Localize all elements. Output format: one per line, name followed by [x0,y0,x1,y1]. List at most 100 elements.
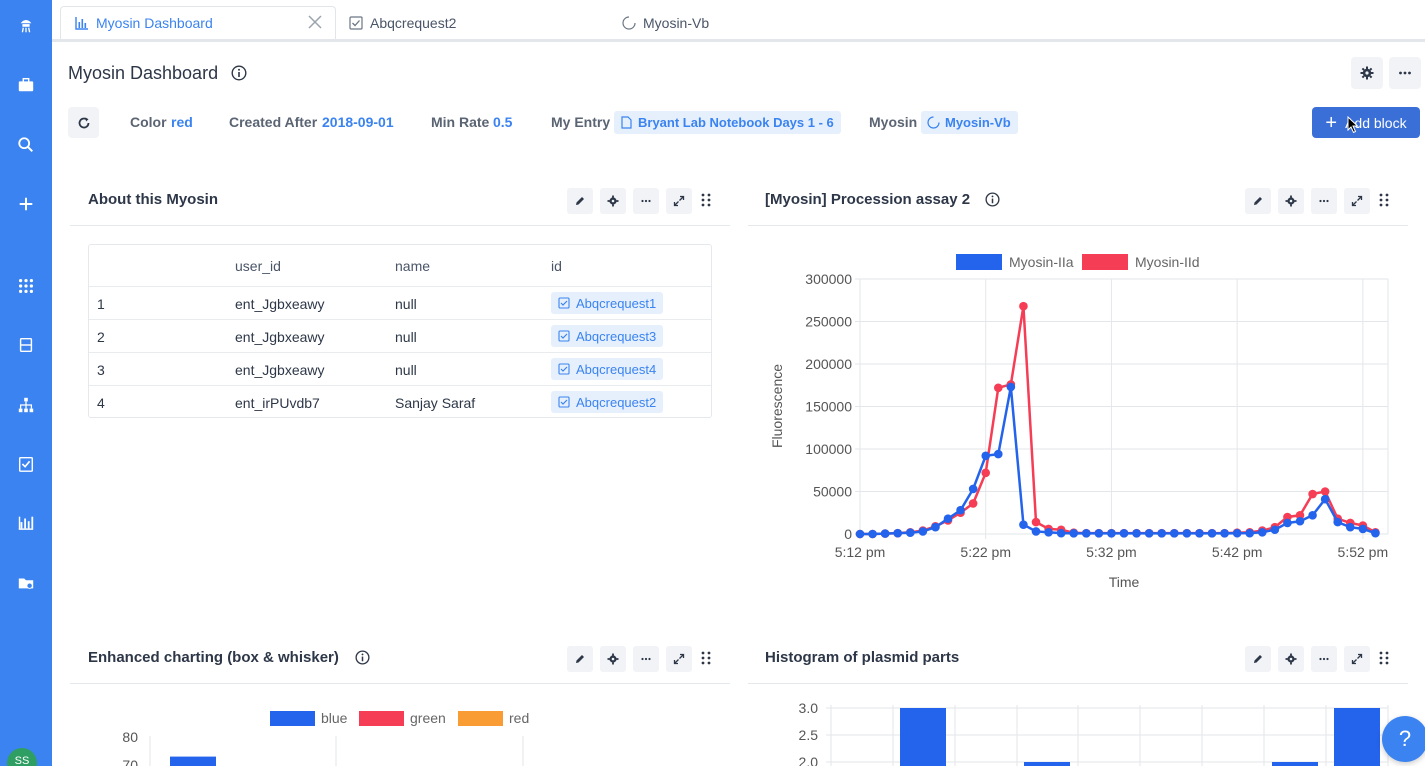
column-header[interactable]: name [395,258,431,274]
edit-button[interactable] [567,188,593,214]
data-point [1333,517,1343,527]
more-options-button[interactable] [1389,57,1421,89]
request-checkbox-icon[interactable] [0,449,52,479]
expand-button[interactable] [666,646,692,672]
expand-button[interactable] [666,188,692,214]
y-tick-label: 300000 [805,271,852,287]
panel-more-button[interactable] [1311,646,1337,672]
panel-more-button[interactable] [633,188,659,214]
user-id-cell: ent_Jgbxeawy [235,329,325,345]
help-button[interactable]: ? [1382,716,1425,762]
ellipsis-icon [1399,71,1411,75]
row-number: 1 [97,296,105,312]
id-link[interactable]: Abqcrequest4 [551,358,664,380]
data-point [993,449,1003,459]
mouse-cursor-icon [1347,116,1359,134]
data-point [943,514,953,523]
data-point [1144,529,1154,538]
expand-button[interactable] [1344,646,1370,672]
y-tick-label: 200000 [805,356,852,372]
x-tick-label: 5:22 pm [960,544,1011,560]
add-block-label: Add block [1345,114,1407,131]
apps-grid-icon[interactable] [0,271,52,301]
ellipsis-icon [1319,199,1329,203]
data-point [1245,528,1255,538]
info-icon[interactable] [985,192,1000,207]
data-point [1169,529,1179,538]
edit-button[interactable] [1245,646,1271,672]
filter-created-value[interactable]: 2018-09-01 [322,114,394,130]
panel-settings-button[interactable] [1278,646,1304,672]
project-folder-icon[interactable] [0,568,52,598]
spinner-icon [927,116,940,129]
refresh-button[interactable] [68,107,99,138]
filter-entry-chip[interactable]: Bryant Lab Notebook Days 1 - 6 [614,111,841,134]
panel-more-button[interactable] [1311,188,1337,214]
checkbox-icon [558,396,570,408]
y-tick-label: 150000 [805,399,852,415]
histogram-chart: 3.0 2.5 2.0 [799,700,1389,766]
add-block-button[interactable]: + Add block [1312,107,1420,138]
tab-abqcrequest2[interactable]: Abqcrequest2 [349,6,456,39]
edit-button[interactable] [567,646,593,672]
search-icon[interactable] [0,130,52,160]
table-row: 4 ent_irPUvdb7 Sanjay Saraf Abqcrequest2 [89,386,711,419]
plus-icon[interactable] [0,189,52,219]
close-icon[interactable] [306,13,324,31]
data-point [1044,528,1053,537]
ellipsis-icon [641,657,651,661]
app-logo-icon[interactable] [0,10,52,40]
briefcase-icon[interactable] [0,70,52,100]
panel-settings-button[interactable] [600,646,626,672]
filter-rate-label: Min Rate [431,114,490,130]
filter-created-label: Created After [229,114,318,130]
data-point [968,484,978,494]
drag-handle-icon[interactable] [700,650,712,666]
tab-myosin-dashboard[interactable]: Myosin Dashboard [60,6,336,39]
data-point [1195,529,1204,538]
registry-icon[interactable] [0,330,52,360]
user-avatar[interactable]: SS [7,748,37,766]
row-number: 4 [97,395,105,411]
filter-color-value[interactable]: red [171,114,193,130]
drag-handle-icon[interactable] [1378,650,1390,666]
id-label: Abqcrequest4 [576,361,657,377]
settings-button[interactable] [1351,57,1383,89]
left-nav-rail: SS [0,0,52,766]
filter-rate-value[interactable]: 0.5 [493,114,513,130]
data-point [1094,529,1104,538]
id-link[interactable]: Abqcrequest2 [551,391,664,413]
id-link[interactable]: Abqcrequest1 [551,292,664,314]
procession-line-chart: 0 50000 100000 150000 200000 250000 300000 5:12… [769,254,1389,590]
panel-settings-button[interactable] [600,188,626,214]
column-header[interactable]: id [551,258,562,274]
table-row: 3 ent_Jgbxeawy null Abqcrequest4 [89,353,711,386]
legend-label: Myosin-IId [1135,254,1200,270]
y-tick-label: 80 [122,729,138,745]
id-link[interactable]: Abqcrequest3 [551,325,664,347]
info-icon[interactable] [231,65,247,81]
filter-entry-label: My Entry [551,114,611,130]
filter-myosin-chip[interactable]: Myosin-Vb [921,111,1018,134]
info-icon[interactable] [355,650,370,665]
page-title: Myosin Dashboard [68,63,219,83]
data-point [1295,511,1305,520]
y-tick-label: 100000 [805,441,852,457]
insights-chart-icon[interactable] [0,508,52,538]
name-cell: null [395,296,417,312]
hierarchy-icon[interactable] [0,390,52,420]
drag-handle-icon[interactable] [700,192,712,208]
drag-handle-icon[interactable] [1378,192,1390,208]
data-point [918,527,928,536]
x-tick-label: 5:12 pm [835,544,886,560]
panel-settings-button[interactable] [1278,188,1304,214]
column-header[interactable]: user_id [235,258,281,274]
histogram-bar [900,708,946,766]
panel-more-button[interactable] [633,646,659,672]
histogram-bar [1272,762,1318,766]
gear-icon [1285,653,1297,665]
edit-button[interactable] [1245,188,1271,214]
tab-label: Abqcrequest2 [370,14,457,31]
expand-button[interactable] [1344,188,1370,214]
tab-myosin-vb[interactable]: Myosin-Vb [622,6,709,39]
